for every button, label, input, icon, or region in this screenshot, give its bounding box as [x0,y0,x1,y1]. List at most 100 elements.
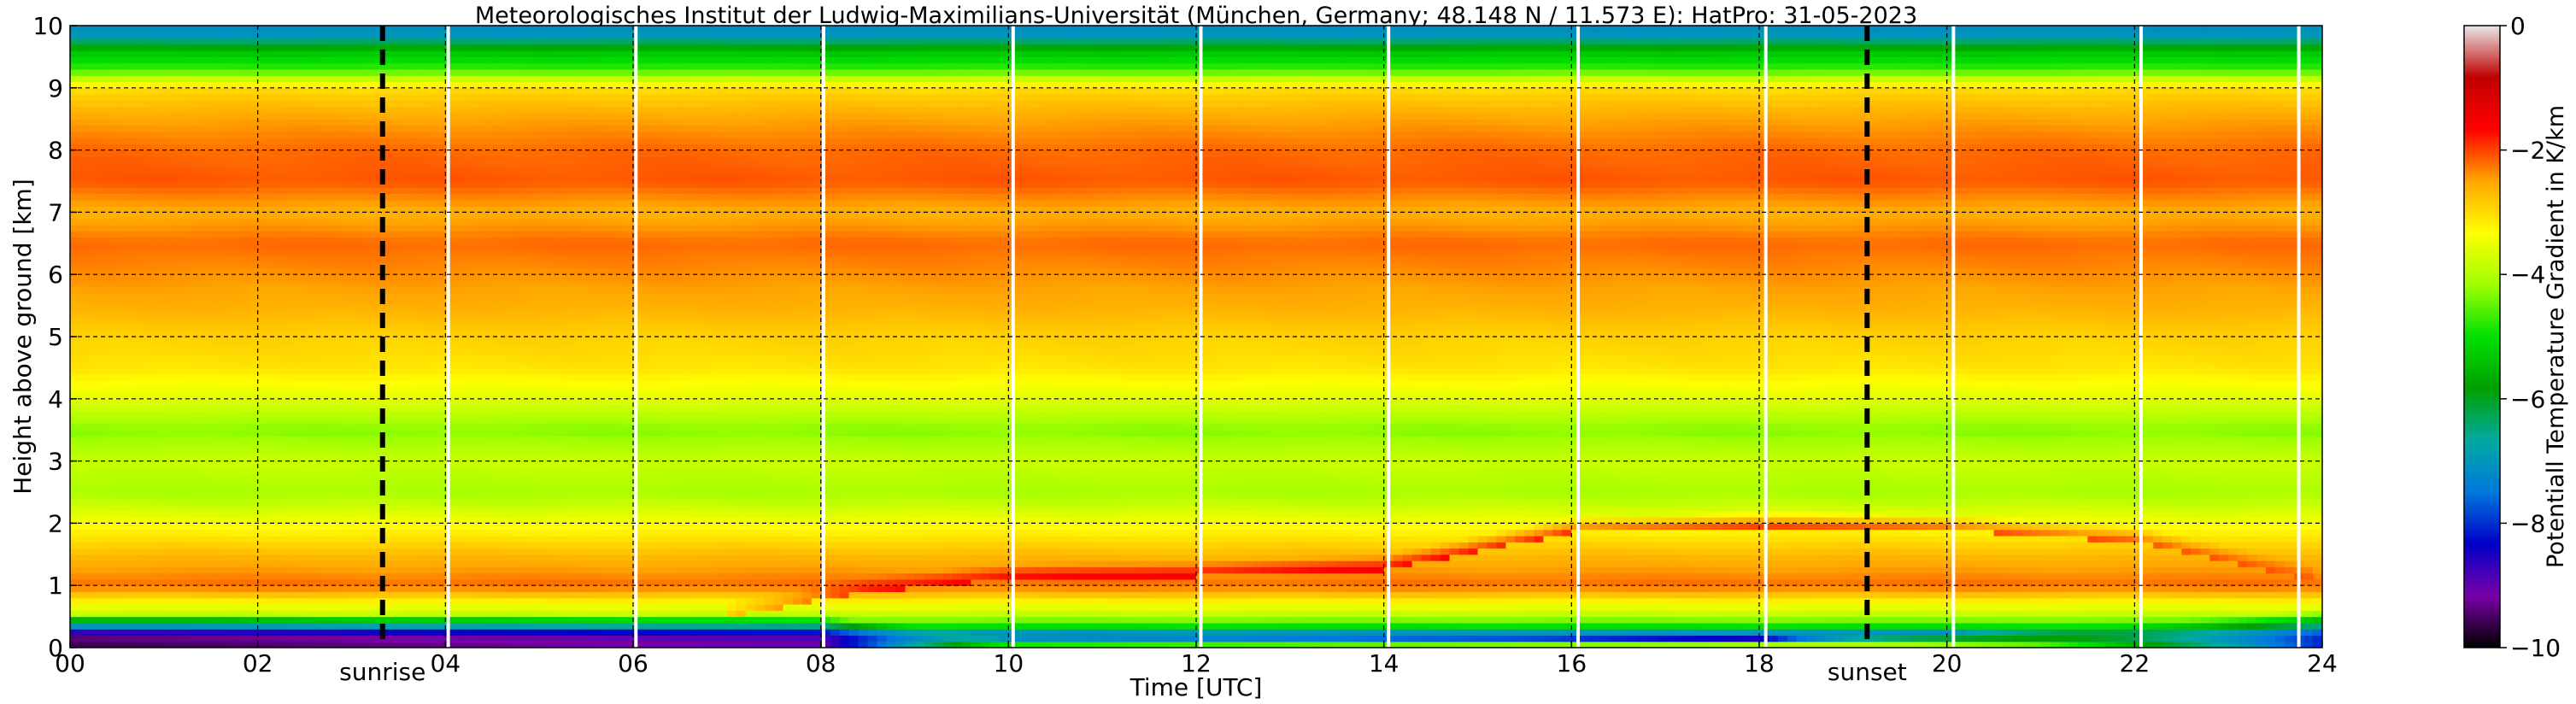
heatmap-cell [473,597,484,605]
heatmap-cell [398,324,408,331]
heatmap-cell [182,255,193,263]
heatmap-cell [201,68,212,76]
heatmap-cell [417,224,427,232]
heatmap-cell [276,417,287,425]
heatmap-cell [304,398,315,406]
heatmap-cell [201,119,212,126]
heatmap-cell [276,405,287,412]
heatmap-cell [97,337,109,343]
heatmap-cell [210,237,221,244]
heatmap-cell [191,411,202,419]
heatmap-cell [492,26,502,32]
heatmap-cell [182,94,193,101]
heatmap-cell [464,479,474,487]
heatmap-cell [248,604,259,611]
heatmap-cell [229,578,240,586]
heatmap-cell [79,616,90,624]
heatmap-cell [70,504,80,512]
heatmap-cell [79,150,90,157]
plot-area [69,25,2323,648]
heatmap-cell [342,125,353,132]
heatmap-cell [511,604,521,611]
heatmap-cell [267,155,278,163]
heatmap-cell [79,479,90,487]
heatmap-cell [126,572,137,580]
heatmap-cell [144,392,155,400]
heatmap-cell [351,206,362,213]
heatmap-cell [126,218,137,226]
heatmap-cell [201,578,212,586]
heatmap-cell [530,337,540,343]
heatmap-cell [426,554,437,561]
heatmap-cell [107,386,118,394]
heatmap-cell [163,417,174,425]
heatmap-cell [276,485,287,493]
heatmap-cell [361,566,372,574]
heatmap-cell [473,610,484,618]
heatmap-cell [530,417,540,425]
heatmap-cell [323,280,334,288]
heatmap-cell [304,181,315,188]
heatmap-cell [210,398,221,406]
heatmap-cell [210,181,221,188]
heatmap-cell [88,318,99,326]
heatmap-cell [351,504,362,512]
heatmap-cell [492,535,502,543]
heatmap-cell [267,466,278,474]
heatmap-cell [323,423,334,431]
heatmap-cell [351,119,362,126]
heatmap-cell [455,68,465,76]
heatmap-cell [201,150,212,157]
heatmap-cell [492,181,502,188]
heatmap-cell [210,373,221,381]
heatmap-cell [361,572,372,580]
heatmap-cell [210,168,221,176]
heatmap-cell [342,485,353,493]
heatmap-cell [276,591,287,599]
heatmap-cell [323,343,334,350]
heatmap-cell [502,187,512,195]
heatmap-cell [445,187,455,195]
heatmap-cell [88,206,99,213]
heatmap-cell [520,572,531,580]
heatmap-cell [342,206,353,213]
heatmap-cell [97,174,109,182]
heatmap-cell [267,150,278,157]
heatmap-cell [332,193,343,201]
heatmap-cell [455,355,465,362]
heatmap-cell [79,392,90,400]
heatmap-cell [455,81,465,89]
heatmap-cell [173,442,184,449]
heatmap-cell [220,144,231,151]
heatmap-cell [370,517,381,524]
heatmap-cell [229,461,240,468]
heatmap-cell [154,629,165,637]
heatmap-cell [483,286,493,294]
heatmap-cell [285,542,296,549]
heatmap-cell [135,62,146,70]
heatmap-cell [201,50,212,57]
heatmap-cell [276,56,287,64]
heatmap-cell [173,455,184,462]
heatmap-cell [492,318,502,326]
heatmap-cell [163,162,174,170]
heatmap-cell [191,405,202,412]
heatmap-cell [191,343,202,350]
heatmap-cell [135,398,146,406]
heatmap-cell [79,231,90,238]
heatmap-cell [201,138,212,144]
heatmap-cell [220,280,231,288]
heatmap-cell [79,218,90,226]
heatmap-cell [295,150,306,157]
heatmap-cell [116,199,127,207]
heatmap-cell [220,330,231,337]
heatmap-cell [530,138,540,144]
heatmap-cell [210,411,221,419]
heatmap-cell [182,138,193,144]
heatmap-cell [70,32,80,39]
heatmap-cell [370,318,381,326]
heatmap-cell [295,26,306,32]
heatmap-cell [191,473,202,481]
heatmap-cell [530,324,540,331]
heatmap-cell [379,566,390,574]
